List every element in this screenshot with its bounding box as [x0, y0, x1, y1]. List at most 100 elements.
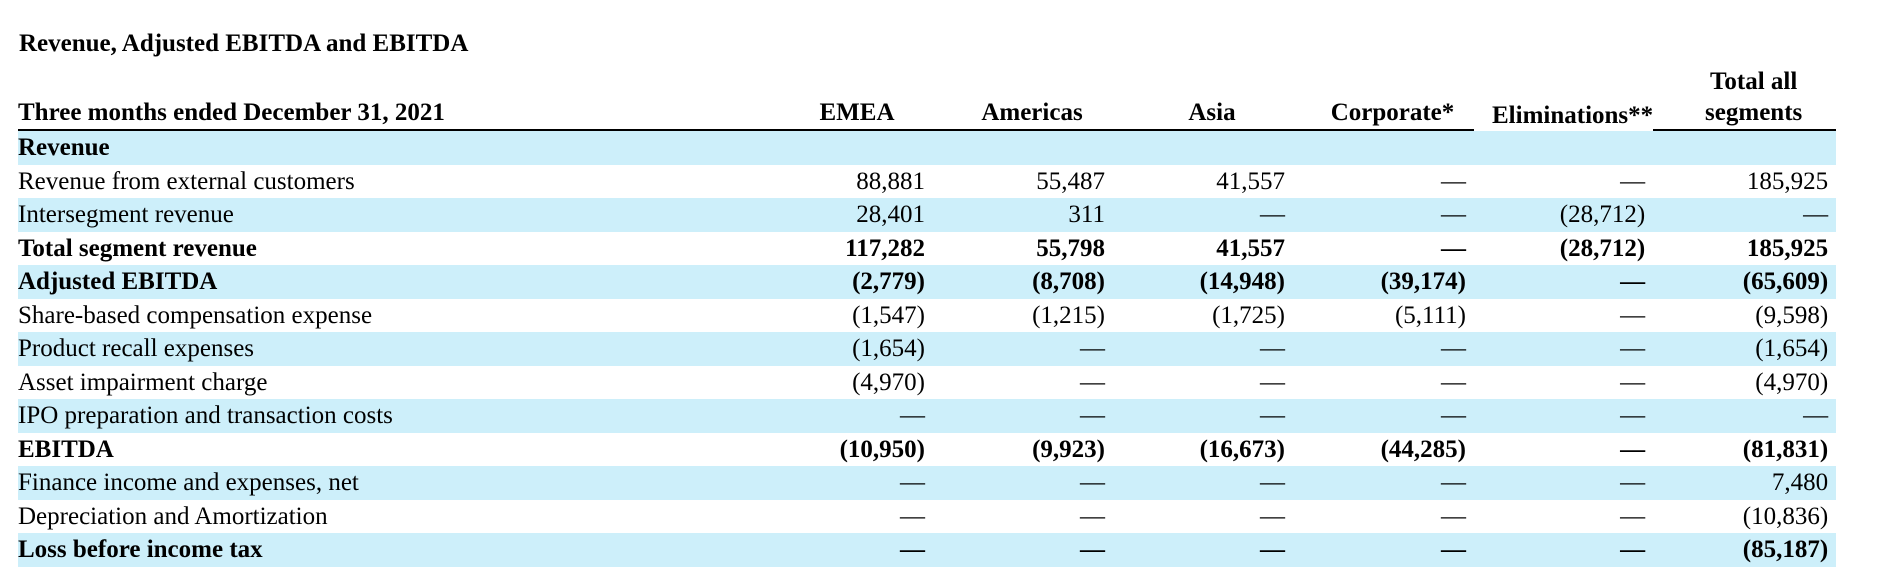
cell-corporate: (39,174)	[1293, 265, 1474, 299]
cell-emea: (1,547)	[852, 301, 925, 329]
cell-emea	[763, 131, 933, 165]
cell-americas: (8,708)	[933, 265, 1113, 299]
cell-emea: (4,970)	[852, 368, 925, 396]
cell-emea: —	[763, 466, 933, 500]
cell-americas: —	[933, 332, 1113, 366]
cell-emea: —	[763, 533, 933, 567]
cell-total: —	[1653, 198, 1837, 232]
cell-total: 7,480	[1653, 466, 1837, 500]
table-row: Total segment revenue 117,282 55,798 41,557…	[18, 232, 1836, 266]
cell-emea: (10,950)	[839, 435, 925, 463]
cell-eliminations: —	[1474, 332, 1654, 366]
cell-asia: (14,948)	[1113, 265, 1293, 299]
cell-corporate: —	[1293, 198, 1474, 232]
segment-table: Three months ended December 31, 2021 EME…	[18, 62, 1837, 567]
cell-corporate	[1293, 131, 1474, 165]
cell-corporate: —	[1441, 234, 1466, 262]
cell-total: (65,609)	[1653, 265, 1837, 299]
cell-emea: (2,779)	[763, 265, 933, 299]
col-header-total: Total all segments	[1653, 62, 1837, 131]
cell-total: —	[1653, 399, 1837, 433]
cell-eliminations: —	[1620, 368, 1646, 396]
row-label: Loss before income tax	[18, 533, 763, 567]
table-row: Loss before income tax — — — — — (85,187)	[18, 533, 1837, 567]
col-header-asia: Asia	[1113, 62, 1293, 131]
cell-total: (9,598)	[1755, 301, 1829, 329]
cell-asia: —	[1113, 332, 1293, 366]
cell-total: (10,836)	[1742, 502, 1829, 530]
cell-eliminations: —	[1474, 265, 1654, 299]
cell-total: (4,970)	[1755, 368, 1829, 396]
table-row: IPO preparation and transaction costs — — —…	[18, 399, 1837, 433]
table-row: Product recall expenses (1,654) — — — — (1,654…	[18, 332, 1837, 366]
table-title: Revenue, Adjusted EBITDA and EBITDA	[19, 30, 469, 57]
cell-corporate: (44,285)	[1380, 435, 1466, 463]
cell-corporate: —	[1293, 399, 1474, 433]
cell-asia: —	[1113, 198, 1293, 232]
table-row: Intersegment revenue 28,401 311— — (28,712) —	[18, 198, 1837, 232]
table-body: Revenue Revenue from external customers 88…	[18, 131, 1837, 567]
cell-corporate: —	[1293, 466, 1474, 500]
cell-americas: 55,487	[1036, 167, 1105, 195]
col-header-eliminations: Eliminations**	[1492, 102, 1654, 129]
cell-asia: —	[1260, 368, 1285, 396]
cell-emea: (1,654)	[763, 332, 933, 366]
cell-asia: —	[1113, 399, 1293, 433]
cell-asia: —	[1113, 533, 1293, 567]
table-row: Revenue	[18, 131, 1837, 165]
table-row: Revenue from external customers 88,881 55,…	[18, 165, 1836, 199]
row-label: Product recall expenses	[18, 332, 763, 366]
cell-asia: —	[1260, 502, 1285, 530]
cell-total: 185,925	[1746, 167, 1829, 195]
row-label: Total segment revenue	[18, 234, 257, 262]
row-label: Asset impairment charge	[18, 368, 268, 396]
period-header: Three months ended December 31, 2021	[18, 62, 763, 131]
cell-corporate: (5,111)	[1394, 301, 1466, 329]
cell-americas: —	[933, 533, 1113, 567]
row-label: Share-based compensation expense	[18, 301, 373, 329]
cell-eliminations: —	[1620, 167, 1646, 195]
cell-asia: (16,673)	[1199, 435, 1285, 463]
row-label: Depreciation and Amortization	[18, 502, 328, 530]
cell-americas	[933, 131, 1113, 165]
row-label: Adjusted EBITDA	[18, 265, 763, 299]
table-row: Asset impairment charge (4,970) — — — — (4,970…	[18, 366, 1836, 400]
cell-emea: —	[900, 502, 925, 530]
cell-corporate: —	[1441, 502, 1466, 530]
cell-emea: 117,282	[845, 234, 925, 262]
cell-americas: —	[1080, 502, 1105, 530]
row-label: Revenue	[18, 131, 763, 165]
cell-corporate: —	[1293, 533, 1474, 567]
cell-americas: —	[933, 466, 1113, 500]
cell-corporate: —	[1293, 332, 1474, 366]
cell-eliminations: —	[1474, 399, 1654, 433]
cell-asia: —	[1113, 466, 1293, 500]
cell-eliminations: —	[1474, 533, 1654, 567]
cell-eliminations: (28,712)	[1474, 198, 1654, 232]
cell-americas: 55,798	[1036, 234, 1105, 262]
cell-americas: —	[1080, 368, 1105, 396]
cell-eliminations: —	[1620, 301, 1646, 329]
cell-corporate: —	[1441, 167, 1466, 195]
cell-eliminations: (28,712)	[1559, 234, 1646, 262]
col-header-americas: Americas	[933, 62, 1113, 131]
table-row: Adjusted EBITDA (2,779) (8,708) (14,948) (39…	[18, 265, 1837, 299]
cell-asia	[1113, 131, 1293, 165]
cell-emea: —	[763, 399, 933, 433]
table-row: Finance income and expenses, net — — — — —7,4…	[18, 466, 1837, 500]
row-label: IPO preparation and transaction costs	[18, 399, 763, 433]
col-header-emea: EMEA	[763, 62, 933, 131]
col-header-corporate: Corporate*	[1293, 62, 1474, 131]
cell-eliminations: —	[1620, 435, 1646, 463]
cell-americas: (9,923)	[1032, 435, 1105, 463]
row-label: Finance income and expenses, net	[18, 466, 763, 500]
table-row: Share-based compensation expense (1,547) (…	[18, 299, 1836, 333]
cell-total: (1,654)	[1653, 332, 1837, 366]
cell-americas: (1,215)	[1032, 301, 1105, 329]
cell-americas: 311	[933, 198, 1113, 232]
cell-eliminations: —	[1474, 466, 1654, 500]
row-label: EBITDA	[18, 435, 114, 463]
row-label: Intersegment revenue	[18, 198, 763, 232]
cell-total: (85,187)	[1653, 533, 1837, 567]
